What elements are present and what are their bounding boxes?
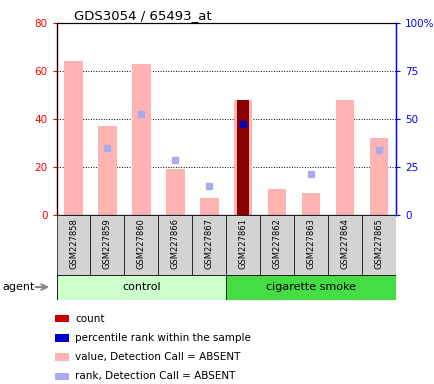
Text: GSM227864: GSM227864 [340, 218, 349, 269]
Bar [132, 64, 150, 215]
Bar [293, 215, 327, 275]
Bar [301, 194, 319, 215]
Text: GSM227865: GSM227865 [374, 218, 382, 269]
Bar [56, 215, 90, 275]
Bar [233, 100, 252, 215]
Bar [369, 138, 387, 215]
Bar [55, 315, 69, 323]
Text: GSM227862: GSM227862 [272, 218, 281, 269]
Bar [124, 215, 158, 275]
Bar [98, 126, 116, 215]
Text: agent: agent [2, 282, 34, 292]
Text: GSM227860: GSM227860 [137, 218, 145, 269]
Bar [55, 353, 69, 361]
Text: count: count [75, 314, 104, 324]
Bar [56, 275, 226, 300]
Text: GSM227858: GSM227858 [69, 218, 78, 269]
Text: GSM227861: GSM227861 [238, 218, 247, 269]
Bar [64, 61, 82, 215]
Bar [267, 189, 286, 215]
Text: control: control [122, 282, 160, 292]
Text: GSM227863: GSM227863 [306, 218, 315, 269]
Bar [226, 275, 395, 300]
Text: GDS3054 / 65493_at: GDS3054 / 65493_at [73, 9, 210, 22]
Bar [166, 169, 184, 215]
Bar [192, 215, 226, 275]
Bar [226, 215, 260, 275]
Text: GSM227867: GSM227867 [204, 218, 213, 269]
Bar [237, 100, 249, 215]
Text: rank, Detection Call = ABSENT: rank, Detection Call = ABSENT [75, 371, 235, 381]
Bar [55, 372, 69, 380]
Text: cigarette smoke: cigarette smoke [266, 282, 355, 292]
Bar [361, 215, 395, 275]
Bar [90, 215, 124, 275]
Bar [158, 215, 192, 275]
Bar [260, 215, 293, 275]
Bar [55, 334, 69, 342]
Text: GSM227866: GSM227866 [171, 218, 179, 269]
Bar [335, 100, 353, 215]
Bar [200, 198, 218, 215]
Text: percentile rank within the sample: percentile rank within the sample [75, 333, 250, 343]
Text: GSM227859: GSM227859 [103, 218, 112, 269]
Bar [327, 215, 361, 275]
Text: value, Detection Call = ABSENT: value, Detection Call = ABSENT [75, 352, 240, 362]
